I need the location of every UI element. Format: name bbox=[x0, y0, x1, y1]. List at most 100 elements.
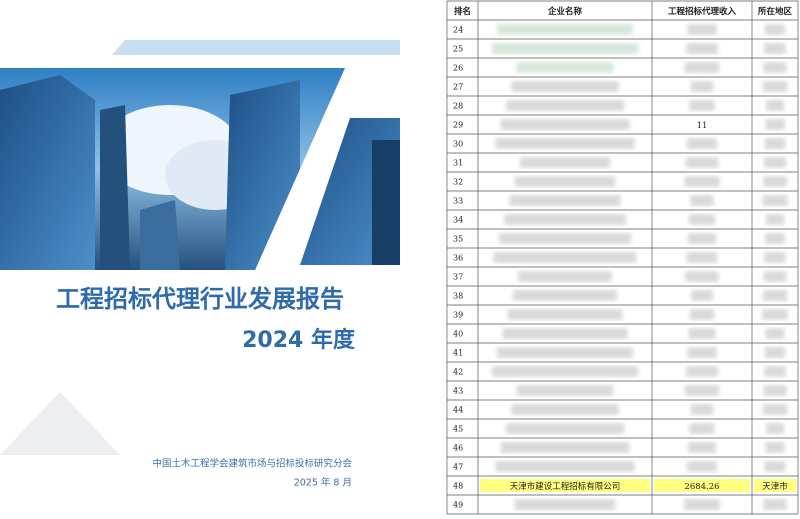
blurred-cell bbox=[765, 119, 785, 130]
blurred-cell bbox=[688, 214, 716, 225]
blurred-cell bbox=[520, 157, 610, 168]
blurred-cell bbox=[763, 176, 787, 187]
blurred-cell bbox=[764, 252, 786, 263]
rank-cell: 48 bbox=[453, 482, 463, 491]
blurred-cell bbox=[762, 81, 788, 92]
blurred-cell bbox=[495, 138, 635, 149]
rank-cell: 32 bbox=[453, 178, 463, 187]
blurred-cell bbox=[688, 442, 716, 453]
cover: 工程招标代理行业发展报告 2024 年度 中国土木工程学会建筑市场与招标投标研究… bbox=[0, 40, 400, 489]
ranking-table: 排名 企业名称 工程招标代理收入 所在地区 24 25 26 27 28 29 11 30 31 32 33… bbox=[446, 0, 799, 515]
blurred-cell bbox=[763, 157, 787, 168]
blurred-cell bbox=[689, 423, 715, 434]
blurred-cell bbox=[684, 385, 720, 396]
blurred-cell bbox=[766, 100, 784, 111]
name-cell: 天津市建设工程招标有限公司 bbox=[510, 481, 621, 492]
rank-cell: 33 bbox=[453, 197, 463, 206]
header-bg bbox=[447, 1, 798, 20]
income-cell: 11 bbox=[697, 121, 708, 131]
blurred-cell bbox=[686, 138, 718, 149]
highlight bbox=[654, 479, 750, 492]
blurred-cell bbox=[686, 43, 718, 54]
blurred-cell bbox=[504, 214, 626, 225]
blurred-cell bbox=[762, 404, 788, 415]
header-cell: 企业名称 bbox=[547, 6, 583, 17]
rank-cell: 35 bbox=[453, 235, 463, 244]
header-cell: 工程招标代理收入 bbox=[668, 6, 737, 17]
blurred-cell bbox=[763, 385, 787, 396]
blurred-cell bbox=[507, 309, 623, 320]
blurred-cell bbox=[762, 309, 788, 320]
blurred-cell bbox=[518, 271, 612, 282]
cover-title: 工程招标代理行业发展报告 bbox=[56, 285, 344, 313]
blurred-cell bbox=[766, 423, 784, 434]
rank-cell: 49 bbox=[453, 501, 463, 510]
blurred-cell bbox=[765, 233, 785, 244]
rank-cell: 46 bbox=[453, 444, 463, 453]
region-cell: 天津市 bbox=[762, 481, 788, 492]
rank-cell: 30 bbox=[453, 140, 463, 149]
blurred-cell bbox=[500, 119, 630, 130]
rank-cell: 45 bbox=[453, 425, 463, 434]
blurred-cell bbox=[686, 366, 718, 377]
blurred-cell bbox=[688, 328, 716, 339]
blurred-cell bbox=[505, 423, 625, 434]
cover-publisher: 中国土木工程学会建筑市场与招标投标研究分会 bbox=[152, 458, 352, 470]
rank-cell: 41 bbox=[453, 349, 463, 358]
rank-cell: 37 bbox=[453, 273, 463, 282]
blurred-cell bbox=[497, 347, 633, 358]
cover-triangle bbox=[0, 392, 120, 455]
blurred-cell bbox=[512, 290, 618, 301]
blurred-cell bbox=[684, 499, 720, 510]
blurred-cell bbox=[686, 252, 718, 263]
blurred-cell bbox=[495, 461, 635, 472]
blurred-cell bbox=[511, 404, 619, 415]
blurred-cell bbox=[509, 195, 621, 206]
blurred-cell bbox=[516, 385, 614, 396]
blurred-cell bbox=[685, 271, 719, 282]
blurred-cell bbox=[764, 347, 786, 358]
blurred-cell bbox=[516, 62, 614, 73]
rank-cell: 29 bbox=[453, 121, 463, 130]
rank-cell: 31 bbox=[453, 159, 463, 168]
blurred-cell bbox=[763, 271, 787, 282]
blurred-cell bbox=[491, 43, 639, 54]
blurred-cell bbox=[500, 442, 630, 453]
blurred-cell bbox=[764, 24, 786, 35]
blurred-cell bbox=[765, 214, 785, 225]
blurred-cell bbox=[765, 442, 785, 453]
rank-cell: 47 bbox=[453, 463, 463, 472]
cover-stripe bbox=[112, 40, 400, 55]
rank-cell: 26 bbox=[453, 64, 463, 73]
blurred-cell bbox=[689, 309, 715, 320]
blurred-cell bbox=[765, 328, 785, 339]
blurred-cell bbox=[505, 100, 625, 111]
rank-cell: 40 bbox=[453, 330, 463, 339]
blurred-cell bbox=[691, 290, 713, 301]
blurred-cell bbox=[491, 366, 639, 377]
blurred-cell bbox=[764, 366, 786, 377]
blurred-cell bbox=[690, 404, 714, 415]
rank-cell: 24 bbox=[453, 26, 463, 35]
blurred-cell bbox=[514, 499, 616, 510]
cover-photo bbox=[0, 68, 345, 270]
header-cell: 排名 bbox=[454, 6, 471, 17]
blurred-cell bbox=[764, 138, 786, 149]
blurred-cell bbox=[497, 24, 633, 35]
rank-cell: 43 bbox=[453, 387, 463, 396]
blurred-cell bbox=[684, 176, 720, 187]
header-cell: 所在地区 bbox=[757, 6, 793, 17]
blurred-cell bbox=[502, 328, 628, 339]
blurred-cell bbox=[514, 176, 616, 187]
blurred-cell bbox=[687, 347, 717, 358]
rank-cell: 42 bbox=[453, 368, 463, 377]
blurred-cell bbox=[684, 62, 720, 73]
blurred-cell bbox=[687, 233, 717, 244]
blurred-cell bbox=[689, 100, 715, 111]
highlight bbox=[480, 479, 650, 492]
rank-cell: 28 bbox=[453, 102, 463, 111]
blurred-cell bbox=[685, 157, 719, 168]
rank-cell: 38 bbox=[453, 292, 463, 301]
blurred-cell bbox=[498, 233, 632, 244]
